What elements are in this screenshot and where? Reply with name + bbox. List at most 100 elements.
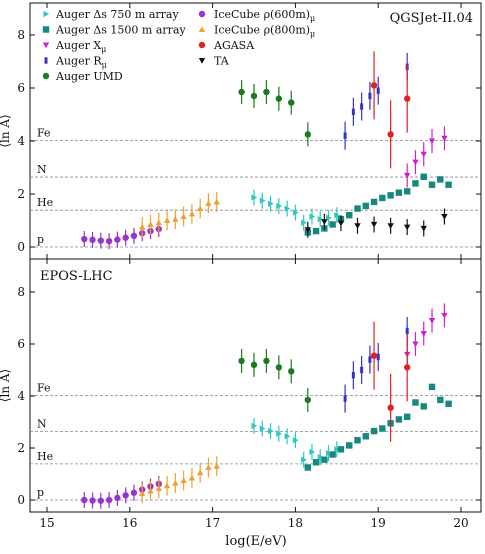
data-point xyxy=(329,451,336,458)
series-auger-rmu xyxy=(343,317,409,413)
legend-marker-auger-1500m xyxy=(42,26,50,33)
legend-marker-auger-750m xyxy=(43,10,50,18)
data-point xyxy=(114,236,121,243)
data-point xyxy=(251,422,258,430)
data-point xyxy=(312,227,320,235)
data-point xyxy=(304,396,312,404)
data-point xyxy=(428,383,436,391)
data-point xyxy=(268,427,274,435)
data-point xyxy=(312,459,320,466)
data-point xyxy=(387,404,394,411)
data-point xyxy=(403,188,411,195)
data-point xyxy=(360,103,364,110)
y-tick-label: 6 xyxy=(17,81,25,95)
panel-title: EPOS-LHC xyxy=(40,269,113,284)
x-tick-label: 20 xyxy=(453,516,468,530)
data-point xyxy=(403,413,411,420)
data-point xyxy=(139,223,146,230)
data-point xyxy=(405,327,409,335)
series-auger-1500m xyxy=(304,383,452,471)
legend-marker-auger-xmax xyxy=(42,42,50,49)
data-point xyxy=(268,200,274,208)
data-point xyxy=(441,135,448,142)
legend-marker-auger-rmu xyxy=(44,57,48,64)
data-point xyxy=(362,433,369,440)
x-axis-label: log(E/eV) xyxy=(225,534,286,549)
series-icecube-800m xyxy=(139,456,220,504)
data-point xyxy=(370,427,378,435)
data-point xyxy=(205,464,212,471)
data-point xyxy=(250,361,258,368)
data-point xyxy=(259,425,266,432)
data-point xyxy=(284,433,291,440)
series-auger-xmax xyxy=(403,303,448,367)
y-tick-label: 8 xyxy=(17,28,25,42)
data-point xyxy=(238,357,245,365)
data-point xyxy=(346,212,353,219)
chart-frame xyxy=(29,2,482,513)
data-point xyxy=(437,176,444,183)
data-point xyxy=(251,194,258,201)
data-point xyxy=(420,331,427,337)
data-point xyxy=(403,95,411,102)
data-point xyxy=(304,227,312,233)
series-auger-rmu xyxy=(343,52,409,150)
data-point xyxy=(163,217,171,224)
panel-title: QGSJet-II.04 xyxy=(390,11,473,26)
data-point xyxy=(387,223,394,229)
data-point xyxy=(147,221,154,228)
legend-marker-agasa xyxy=(198,41,206,49)
data-point xyxy=(301,219,307,226)
data-point xyxy=(376,87,380,94)
data-point xyxy=(304,464,312,471)
data-point xyxy=(292,209,299,216)
data-point xyxy=(441,213,448,220)
data-point xyxy=(180,213,187,220)
y-axis-label: ⟨ln A⟩ xyxy=(0,369,12,402)
series-auger-xmax xyxy=(403,126,448,188)
data-point xyxy=(354,205,361,212)
data-point xyxy=(329,221,336,228)
series-auger-750m xyxy=(251,417,340,468)
data-point xyxy=(343,132,347,139)
x-tick-label: 19 xyxy=(371,516,386,530)
data-point xyxy=(275,364,283,371)
data-point xyxy=(370,352,378,359)
series-auger-750m xyxy=(251,189,340,231)
data-point xyxy=(395,189,403,196)
legend-marker-icecube-800m xyxy=(198,26,206,33)
data-point xyxy=(188,210,196,217)
data-point xyxy=(275,95,283,102)
panel-2: p He N Fe 0 2 4 6 8 ⟨ln A⟩ EPOS-LHC xyxy=(0,259,481,512)
legend-label-auger-rmu: Auger Rμ xyxy=(55,55,107,70)
data-point xyxy=(97,237,105,244)
data-point xyxy=(259,197,266,204)
legend-label-ta: TA xyxy=(214,55,230,68)
legend-label-auger-xmax: Auger Xμ xyxy=(55,39,106,54)
data-point xyxy=(360,366,364,374)
data-point xyxy=(412,399,419,406)
data-point xyxy=(428,318,436,324)
legend-label-agasa: AGASA xyxy=(213,39,255,52)
data-point xyxy=(317,215,324,223)
data-point xyxy=(387,192,394,199)
data-point xyxy=(163,482,171,489)
data-point xyxy=(284,205,291,212)
data-point xyxy=(105,496,113,504)
data-point xyxy=(276,430,283,437)
data-point xyxy=(309,213,316,220)
data-point xyxy=(420,403,427,410)
data-point xyxy=(376,353,380,361)
data-point xyxy=(346,442,353,449)
data-point xyxy=(321,219,328,226)
data-point xyxy=(362,202,369,210)
data-point xyxy=(188,474,196,481)
data-point xyxy=(139,490,146,497)
data-point xyxy=(263,88,270,96)
ref-label-fe: Fe xyxy=(37,381,51,394)
y-tick-label: 6 xyxy=(17,337,25,351)
data-point xyxy=(147,487,154,494)
legend-label-icecube-800m: IceCube ρ(800m)μ xyxy=(214,24,315,39)
data-point xyxy=(304,131,312,138)
data-point xyxy=(105,237,113,245)
